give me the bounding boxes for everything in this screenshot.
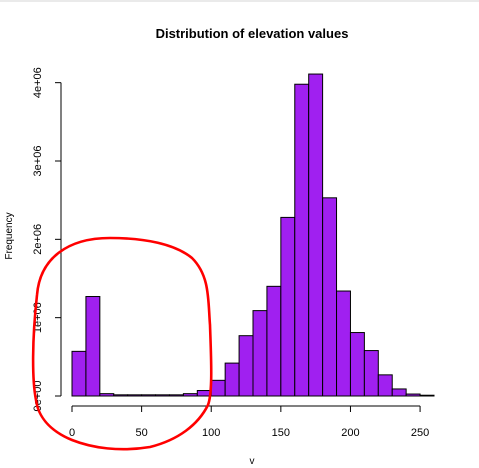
- histogram-bar: [210, 379, 226, 397]
- chart-title: Distribution of elevation values: [156, 26, 349, 41]
- histogram-bar: [336, 290, 351, 397]
- histogram-bar: [155, 394, 170, 397]
- red-circle-annotation: [31, 236, 213, 451]
- histogram-bar: [127, 394, 143, 397]
- y-axis-label: Frequency: [4, 212, 15, 259]
- histogram-bar: [224, 362, 240, 397]
- histogram-bar: [182, 393, 198, 397]
- x-tick-label: 150: [272, 427, 290, 439]
- histogram-bar: [308, 73, 324, 397]
- histogram-bar: [141, 394, 157, 397]
- histogram-bar: [391, 388, 407, 397]
- histogram-bar: [322, 197, 338, 397]
- histogram-bar: [266, 285, 282, 397]
- y-tick-label: 2e+06: [32, 224, 44, 255]
- x-tick-label: 250: [411, 427, 429, 439]
- x-tick-label: 50: [135, 427, 147, 439]
- y-tick-label: 3e+06: [32, 146, 44, 177]
- x-tick-label: 100: [202, 427, 220, 439]
- histogram-bar: [419, 394, 435, 397]
- histogram-bar: [294, 83, 310, 397]
- histogram-bar: [252, 310, 268, 397]
- histogram-bar: [113, 394, 129, 397]
- histogram-bar: [238, 335, 254, 397]
- histogram-bar: [349, 332, 365, 397]
- histogram-bar: [280, 216, 296, 397]
- histogram-bar: [99, 393, 115, 397]
- histogram-bar: [405, 393, 421, 397]
- x-tick-label: 0: [69, 427, 75, 439]
- histogram-bar: [377, 374, 393, 397]
- bars-group: [71, 73, 435, 397]
- x-axis-label: v: [250, 456, 255, 467]
- histogram-bar: [168, 394, 184, 397]
- x-axis: 0 50 100 150 200 250: [69, 405, 429, 439]
- x-tick-label: 200: [341, 427, 359, 439]
- y-tick-label: 4e+06: [32, 67, 44, 98]
- histogram-bar: [363, 350, 379, 397]
- histogram-bar: [71, 350, 87, 397]
- histogram-bar: [85, 296, 101, 397]
- top-edge-line: [0, 0, 479, 2]
